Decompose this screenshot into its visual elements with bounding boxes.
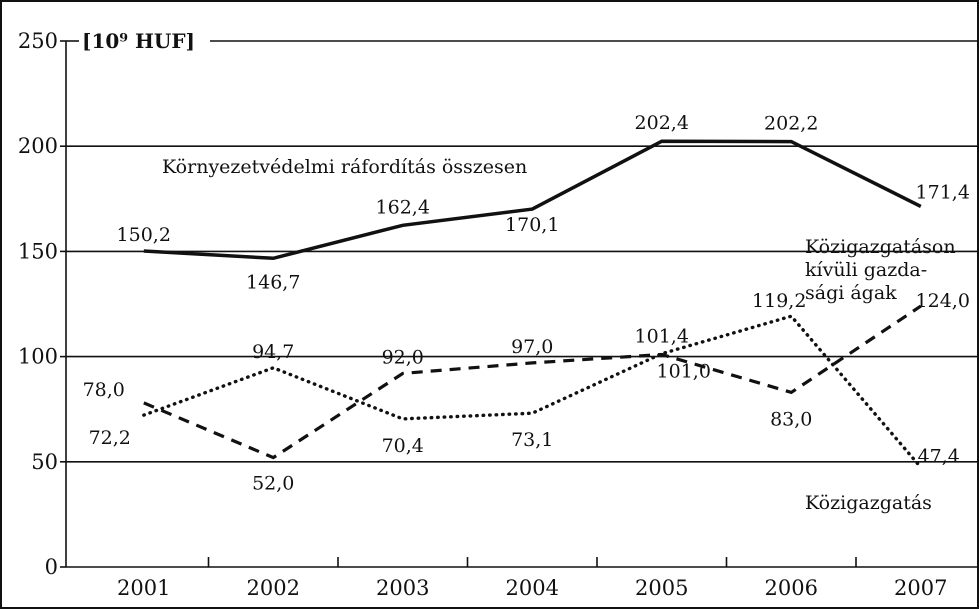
data-label-total-2005: 202,4 [635,112,689,134]
y-tick-label-250: 250 [18,29,58,53]
x-tick-label-2004: 2004 [506,576,559,600]
data-label-non_public-2002: 52,0 [252,473,294,495]
data-label-non_public-2007: 124,0 [916,290,970,312]
data-label-total-2001: 150,2 [117,224,171,246]
data-label-public-2007: 47,4 [918,445,960,467]
unit-label: [10⁹ HUF] [82,29,195,53]
x-tick-label-2001: 2001 [117,576,170,600]
x-tick-label-2003: 2003 [376,576,429,600]
data-label-total-2007: 171,4 [916,181,970,203]
series-label-non-public-line-3: sági ágak [805,282,897,304]
x-tick-label-2005: 2005 [635,576,688,600]
y-tick-label-100: 100 [18,345,58,369]
x-tick-label-2002: 2002 [247,576,300,600]
data-label-non_public-2006: 83,0 [770,408,812,430]
axes: 0 50 100 150 200 250 [10⁹ HUF] 2001 2002 2003 2004… [18,29,979,600]
y-tick-label-0: 0 [45,555,58,579]
series-label-non-public-line-1: Közigazgatáson [805,236,956,258]
series-label-total: Környezetvédelmi ráfordítás összesen [162,156,527,178]
data-label-public-2006: 119,2 [752,290,806,312]
data-label-total-2004: 170,1 [505,214,559,236]
data-label-non_public-2005: 101,0 [657,360,711,382]
data-label-total-2002: 146,7 [246,271,300,293]
series-line-public [142,314,923,469]
x-tick-label-2007: 2007 [894,576,947,600]
series-label-non-public-line-2: kívüli gazda- [805,259,927,281]
series-group [142,139,923,469]
data-label-total-2006: 202,2 [764,113,818,135]
y-tick-label-200: 200 [18,134,58,158]
data-label-non_public-2003: 92,0 [382,346,424,368]
data-label-public-2002: 94,7 [252,341,294,363]
data-label-non_public-2001: 78,0 [83,379,125,401]
y-tick-label-50: 50 [31,450,58,474]
series-line-non_public [143,304,922,460]
data-label-public-2004: 73,1 [511,429,553,451]
data-label-total-2003: 162,4 [376,196,430,218]
x-tick-label-2006: 2006 [765,576,818,600]
data-label-public-2001: 72,2 [89,427,131,449]
labels-group: 150,2 146,7 162,4 170,1 202,4 202,2 171,4 78,0 5… [83,112,970,514]
grid [66,40,979,463]
series-label-public: Közigazgatás [805,492,932,514]
series-line-total [143,139,922,261]
data-label-public-2005: 101,4 [635,326,689,348]
data-label-non_public-2004: 97,0 [511,336,553,358]
data-label-public-2003: 70,4 [382,435,424,457]
y-tick-label-150: 150 [18,239,58,263]
